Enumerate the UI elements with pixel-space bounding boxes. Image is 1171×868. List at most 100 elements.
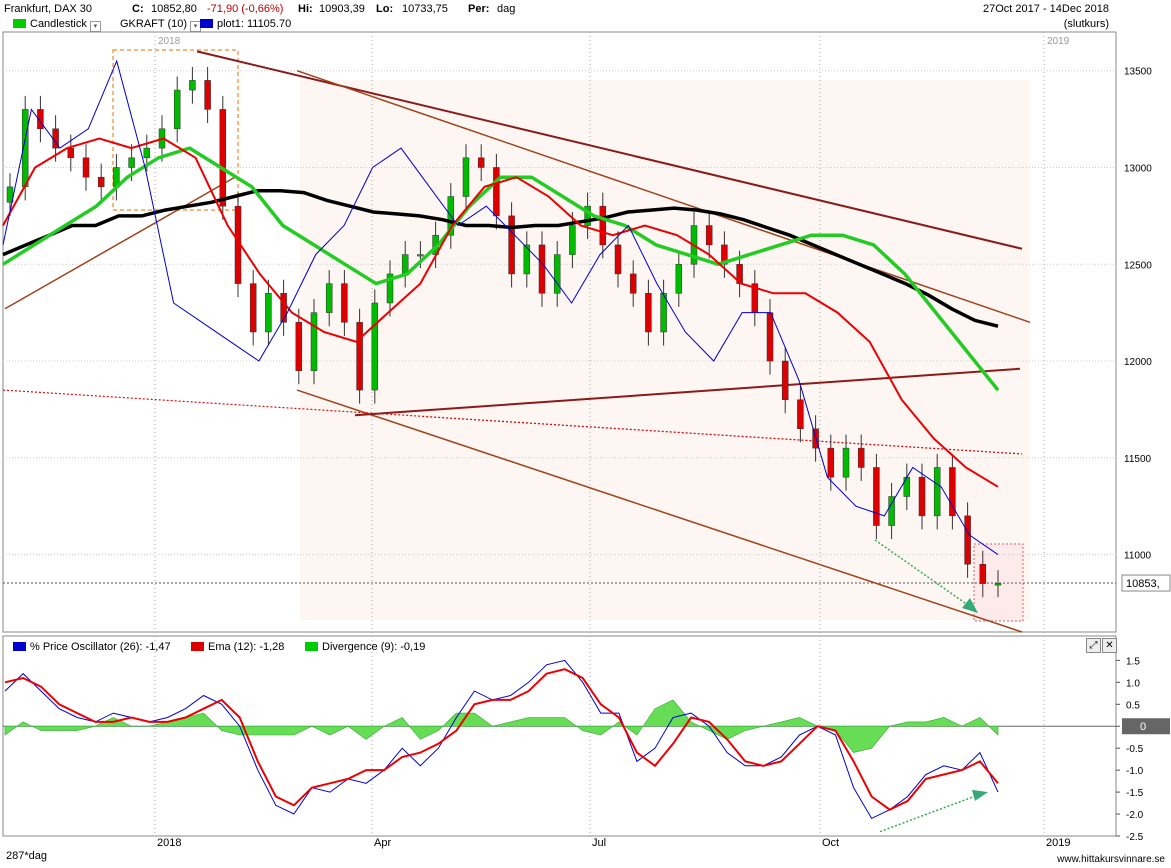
osc-tick-label: -2.5 [1126, 832, 1144, 843]
close-icon[interactable]: ✕ [1102, 638, 1117, 653]
high-value: 10903,39 [319, 3, 365, 15]
candle-body [477, 157, 485, 168]
candle-body [705, 225, 713, 246]
price-tick-label: 13000 [1124, 163, 1152, 174]
legend-swatch [13, 19, 26, 28]
candle-body [280, 293, 287, 323]
price-tick-label: 12500 [1124, 260, 1152, 271]
legend-price-oscillator-label: % Price Oscillator (26): -1,47 [30, 641, 171, 653]
moving-average-red [2, 137, 999, 488]
date-tick-label: Oct [822, 837, 839, 849]
chart-frame [2, 31, 1117, 837]
candle-body [918, 476, 926, 517]
legend-price-oscillator[interactable]: % Price Oscillator (26): -1,47 [13, 640, 171, 654]
legend-candlestick-label: Candlestick [30, 18, 87, 30]
year-marker-label: 2019 [1047, 36, 1070, 47]
candle-body [949, 467, 956, 517]
candle-body [356, 322, 363, 391]
legend-ema-label: Ema (12): -1,28 [208, 641, 285, 653]
candle-body [675, 264, 683, 294]
candle-body [538, 244, 546, 294]
candle-body [964, 515, 971, 565]
legend-ema[interactable]: Ema (12): -1,28 [191, 640, 284, 654]
trendline-support [354, 367, 1021, 417]
candle-body [143, 147, 151, 159]
candle-body [553, 254, 561, 294]
candle-body [462, 157, 470, 197]
plot1-line [2, 59, 999, 556]
candle-body [781, 360, 789, 400]
price-tick-label: 11500 [1124, 454, 1152, 465]
candle-body [614, 244, 622, 275]
candle-body [645, 293, 652, 333]
candle-body [386, 273, 394, 304]
footer: 287*dag www.hittakursvinnare.se [0, 850, 1171, 868]
candle-body [219, 109, 227, 207]
legend-plot1[interactable]: plot1: 11105.70 [200, 16, 291, 32]
quote-row: Frankfurt, DAX 30 C: 10852,80 -71,90 (-0… [0, 1, 1171, 17]
candle-body [569, 225, 576, 255]
candle-body [295, 322, 303, 371]
osc-tick-label: -1.5 [1126, 788, 1144, 799]
osc-tick-label: -1.0 [1126, 766, 1144, 777]
candle-body [903, 476, 911, 497]
osc-tick-label: 1.0 [1126, 678, 1140, 689]
legend-swatch [13, 642, 26, 651]
candle-body [6, 186, 14, 203]
last-value-box [1121, 574, 1171, 592]
candle-body [736, 264, 743, 284]
arrow-head-icon [972, 789, 988, 801]
moving-average-green [2, 146, 1000, 392]
candle-body [325, 283, 333, 313]
date-tick-label: 2019 [1046, 837, 1070, 849]
candle-body [660, 293, 667, 333]
legend-gkraft-label: GKRAFT (10) [120, 18, 188, 30]
close-value: 10852,80 [151, 3, 197, 15]
candle-body [128, 157, 135, 168]
candle-body [97, 176, 105, 188]
highlight-box [112, 49, 239, 211]
candle-body [371, 302, 379, 391]
candle-body [721, 244, 728, 265]
close-label: C: [132, 3, 144, 15]
legend-plot1-label: plot1: 11105.70 [217, 18, 292, 30]
date-range: 27Oct 2017 - 14Dec 2018 [983, 3, 1109, 15]
candle-body [888, 496, 895, 526]
price-tick-label: 13500 [1124, 67, 1152, 78]
legend-divergence[interactable]: Divergence (9): -0,19 [305, 640, 425, 654]
candle-body [265, 293, 272, 333]
osc-tick-label: 1.5 [1126, 656, 1140, 667]
channel-lower [296, 389, 1023, 633]
date-tick-label: Apr [374, 837, 391, 849]
trendline-early [4, 176, 236, 310]
date-tick-label: 2018 [157, 837, 181, 849]
price-oscillator-line [4, 659, 999, 820]
candle-body [401, 254, 409, 275]
candle-body [310, 312, 318, 371]
site-credit: www.hittakursvinnare.se [1057, 854, 1165, 865]
moving-average-black [2, 188, 999, 328]
year-marker-label: 2018 [158, 36, 181, 47]
candle-body [204, 80, 211, 110]
candle-body [994, 583, 1002, 586]
candle-body [979, 564, 987, 584]
arrow-head-icon [962, 598, 978, 613]
date-tick-label: Jul [592, 837, 606, 849]
candle-body [629, 273, 637, 294]
ema-line [4, 668, 999, 811]
candle-body [417, 254, 424, 257]
legend-swatch [305, 642, 318, 651]
low-value: 10733,75 [402, 3, 448, 15]
candle-body [523, 244, 531, 275]
zoom-icon[interactable]: ⤢ [1086, 638, 1101, 653]
legend-swatch [200, 19, 213, 28]
close-type: (slutkurs) [1063, 18, 1109, 30]
candle-body [493, 167, 500, 217]
candle-body [842, 447, 850, 478]
candle-body [37, 109, 44, 130]
candle-body [933, 467, 941, 517]
candle-body [67, 147, 75, 159]
legend-swatch [191, 642, 204, 651]
candle-body [599, 205, 607, 246]
